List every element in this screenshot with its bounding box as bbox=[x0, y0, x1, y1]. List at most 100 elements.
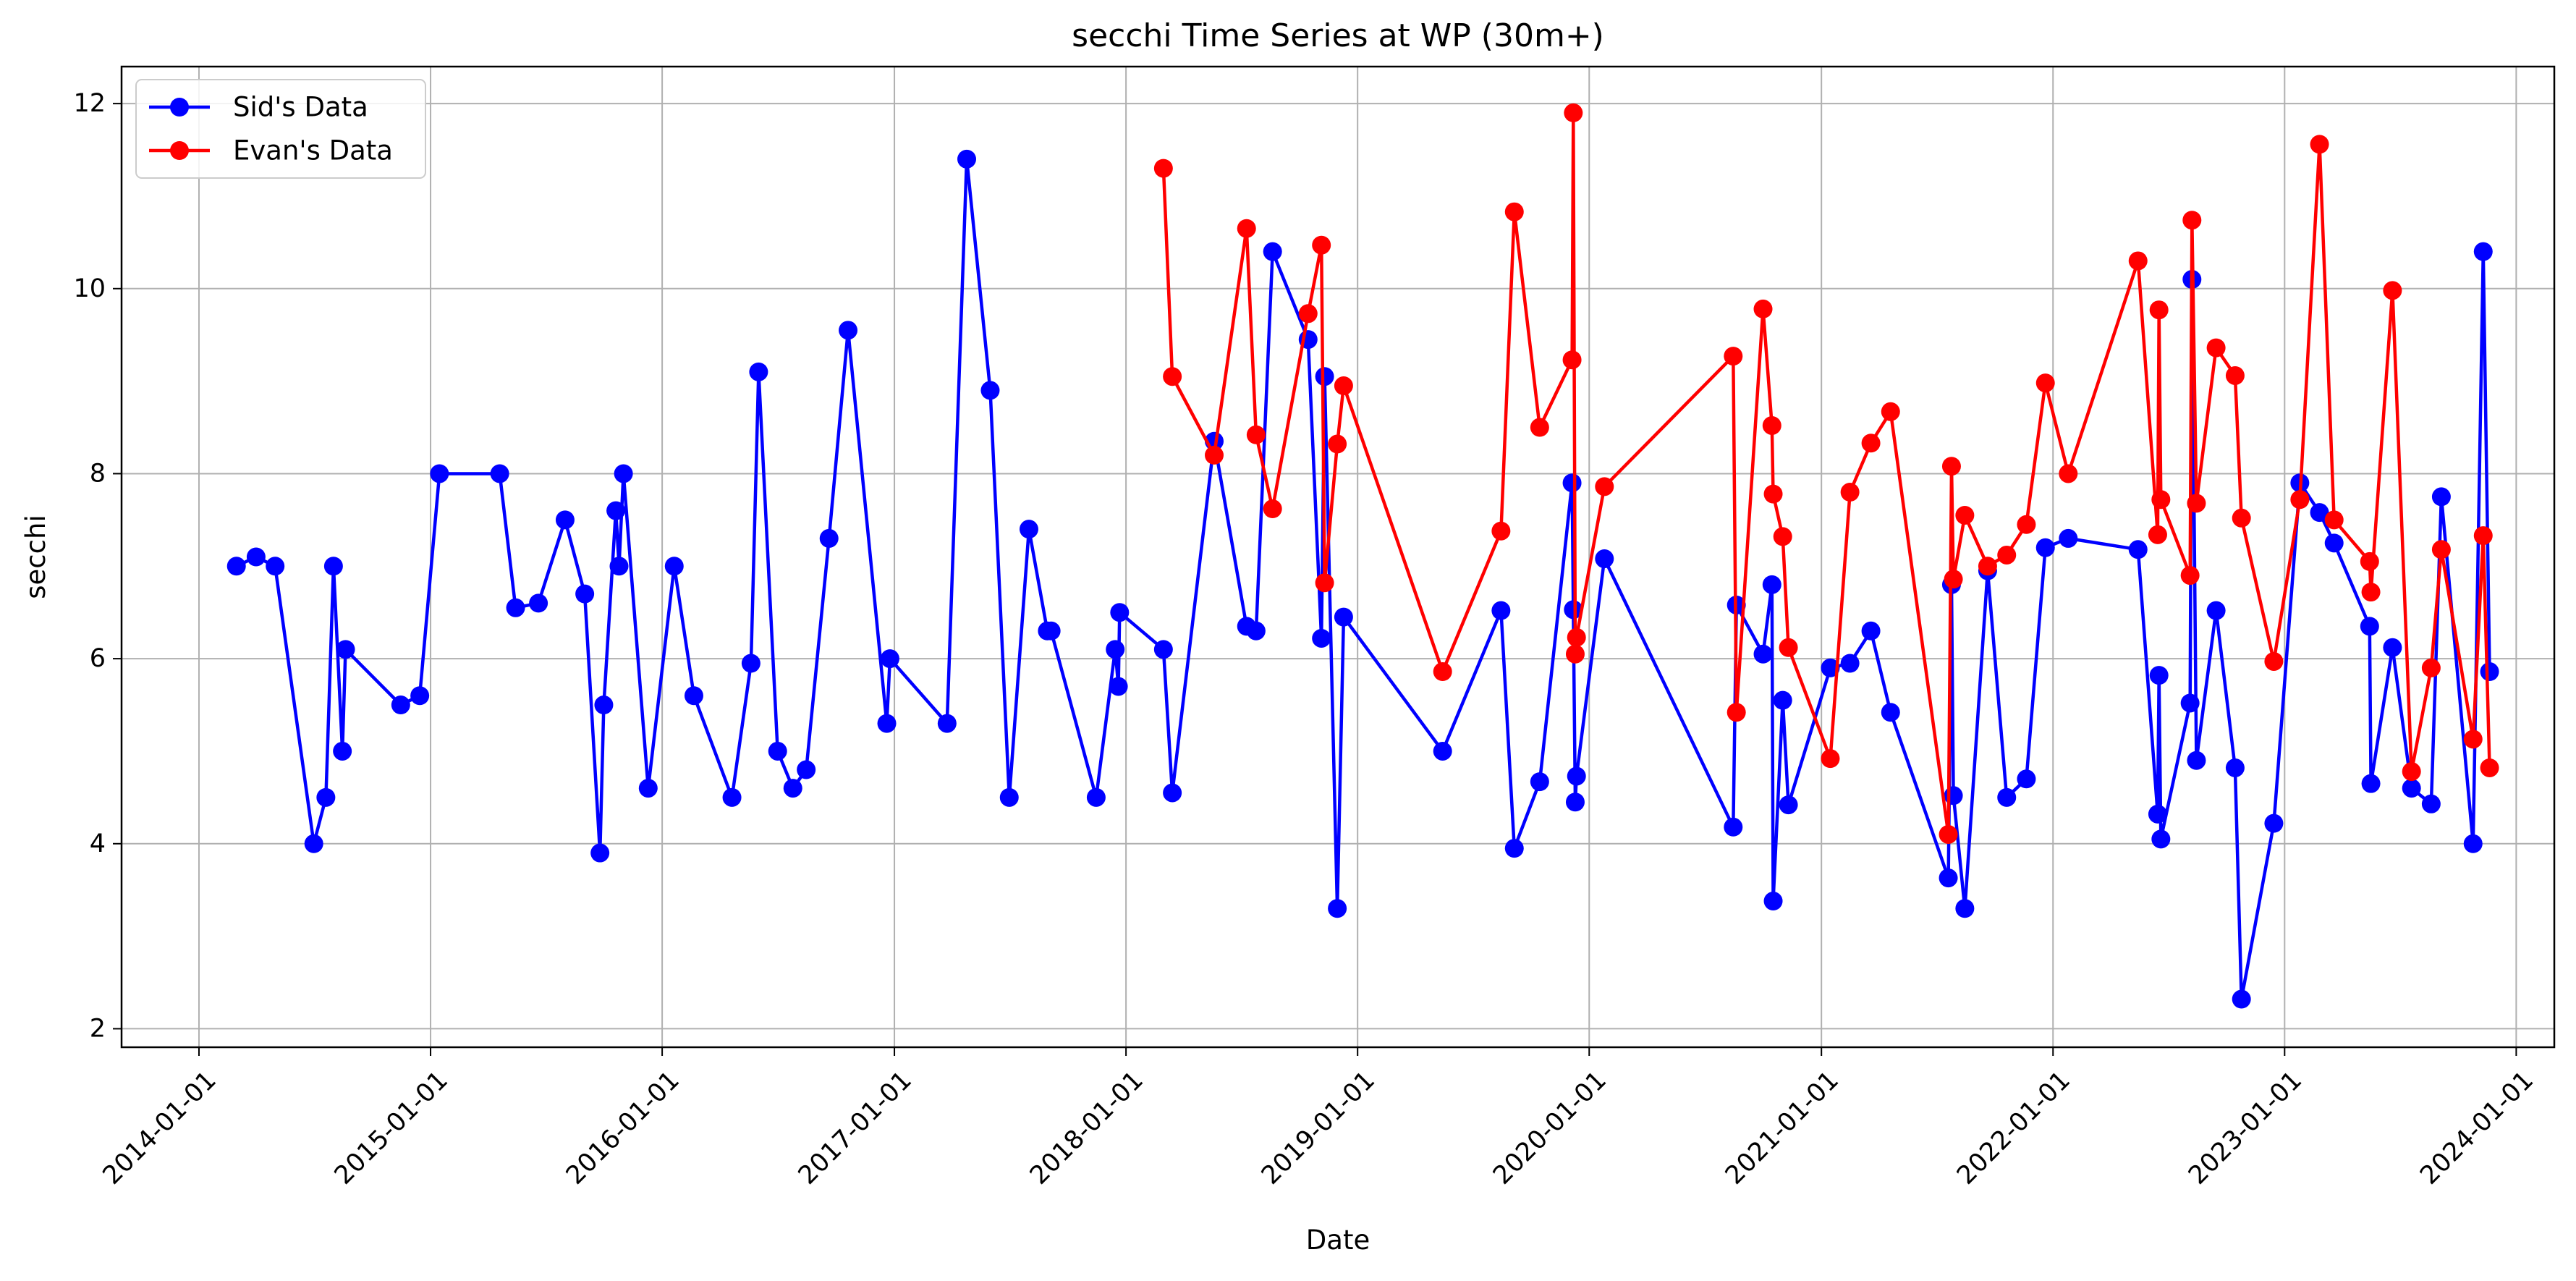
data-point bbox=[2290, 490, 2310, 510]
data-point bbox=[2206, 601, 2226, 620]
data-point bbox=[1298, 304, 1318, 324]
data-point bbox=[490, 464, 509, 483]
data-point bbox=[1163, 783, 1182, 803]
data-point bbox=[2149, 300, 2169, 320]
y-tick-label: 10 bbox=[73, 274, 106, 303]
data-point bbox=[1109, 677, 1128, 696]
data-point bbox=[2149, 666, 2169, 685]
data-point bbox=[304, 834, 323, 853]
data-point bbox=[246, 547, 266, 567]
chart-title: secchi Time Series at WP (30m+) bbox=[1072, 17, 1604, 54]
data-point bbox=[1564, 103, 1583, 122]
data-point bbox=[2463, 730, 2483, 749]
data-point bbox=[1861, 621, 1881, 640]
data-point bbox=[1753, 299, 1773, 318]
data-point bbox=[1237, 219, 1256, 238]
data-point bbox=[1567, 627, 1586, 647]
data-point bbox=[937, 714, 957, 733]
data-point bbox=[1939, 824, 1958, 844]
data-point bbox=[1433, 741, 1452, 761]
data-point bbox=[783, 779, 802, 798]
data-point bbox=[1821, 658, 1840, 677]
data-point bbox=[1861, 434, 1881, 453]
data-point bbox=[1491, 521, 1511, 541]
data-point bbox=[226, 557, 246, 576]
data-point bbox=[741, 654, 760, 673]
data-point bbox=[1565, 792, 1585, 812]
data-point bbox=[2421, 658, 2441, 677]
data-point bbox=[2310, 503, 2329, 523]
data-point bbox=[575, 584, 595, 604]
series-evans-data bbox=[1153, 103, 2499, 844]
data-point bbox=[2059, 464, 2078, 483]
data-point bbox=[2473, 242, 2493, 261]
data-point bbox=[2480, 662, 2499, 682]
data-point bbox=[333, 741, 352, 761]
data-point bbox=[2148, 804, 2167, 824]
data-point bbox=[2017, 769, 2036, 789]
data-point bbox=[1944, 570, 1963, 589]
data-point bbox=[839, 321, 858, 340]
data-point bbox=[1997, 545, 2017, 565]
data-point bbox=[1562, 473, 1582, 493]
data-point bbox=[819, 528, 839, 548]
data-point bbox=[1246, 621, 1266, 640]
data-point bbox=[1944, 786, 1963, 806]
data-point bbox=[1565, 644, 1585, 664]
data-point bbox=[1312, 235, 1331, 255]
data-point bbox=[1491, 601, 1511, 620]
y-tick-label: 8 bbox=[90, 459, 106, 488]
data-point bbox=[1978, 557, 1997, 576]
data-point bbox=[684, 686, 703, 706]
data-point bbox=[1726, 703, 1746, 722]
data-point bbox=[606, 501, 626, 520]
data-point bbox=[2128, 251, 2148, 271]
data-point bbox=[323, 557, 343, 576]
data-point bbox=[1762, 415, 1781, 435]
data-point bbox=[2463, 834, 2483, 853]
legend: Sid's Data Evan's Data bbox=[135, 79, 426, 179]
data-point bbox=[2383, 281, 2402, 300]
data-point bbox=[2151, 829, 2171, 849]
data-point bbox=[2431, 487, 2451, 507]
data-point bbox=[2035, 373, 2055, 393]
data-point bbox=[594, 696, 614, 715]
plot-area-frame bbox=[120, 65, 2556, 1049]
y-tick-label: 12 bbox=[73, 89, 106, 118]
data-point bbox=[877, 714, 897, 733]
data-point bbox=[664, 557, 684, 576]
data-point bbox=[1328, 899, 1347, 918]
data-point bbox=[1153, 158, 1173, 178]
data-point bbox=[506, 598, 525, 617]
data-point bbox=[1567, 766, 1586, 786]
data-point bbox=[1840, 483, 1860, 502]
legend-entry-label: Evan's Data bbox=[233, 135, 393, 166]
data-point bbox=[529, 593, 548, 613]
data-point bbox=[1163, 367, 1182, 386]
data-point bbox=[1955, 505, 1975, 525]
data-point bbox=[1564, 600, 1583, 620]
data-point bbox=[880, 649, 899, 669]
data-point bbox=[1562, 350, 1582, 370]
data-point bbox=[2402, 779, 2421, 798]
data-point bbox=[1773, 690, 1792, 710]
data-point bbox=[410, 686, 430, 706]
data-point bbox=[1530, 418, 1549, 437]
data-point bbox=[2017, 515, 2036, 534]
series-line bbox=[235, 157, 2491, 1001]
data-point bbox=[336, 640, 355, 659]
x-axis-label: Date bbox=[1306, 1225, 1370, 1256]
data-point bbox=[391, 696, 410, 715]
data-point bbox=[2187, 494, 2206, 513]
data-point bbox=[1997, 787, 2017, 807]
data-point bbox=[2151, 490, 2171, 510]
data-point bbox=[980, 381, 1000, 400]
data-point bbox=[609, 557, 629, 576]
data-point bbox=[266, 557, 285, 576]
data-point bbox=[2264, 651, 2284, 671]
data-point bbox=[1763, 484, 1783, 504]
data-point bbox=[2187, 751, 2206, 770]
